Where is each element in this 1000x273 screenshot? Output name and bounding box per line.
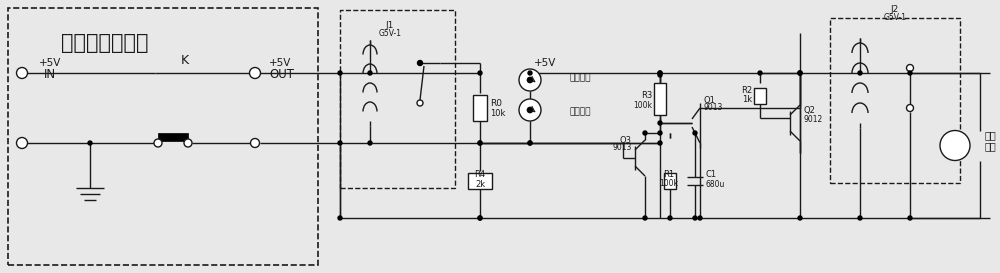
- Circle shape: [478, 141, 482, 145]
- Circle shape: [250, 138, 260, 147]
- Text: 100k: 100k: [633, 101, 652, 110]
- Text: R3: R3: [641, 91, 652, 100]
- Circle shape: [478, 71, 482, 75]
- Circle shape: [906, 105, 914, 111]
- Text: +5V: +5V: [269, 58, 291, 68]
- Circle shape: [758, 71, 762, 75]
- Circle shape: [698, 216, 702, 220]
- Circle shape: [338, 141, 342, 145]
- Bar: [664, 173, 676, 188]
- Circle shape: [658, 141, 662, 145]
- Bar: [654, 83, 666, 115]
- Circle shape: [88, 141, 92, 145]
- Circle shape: [418, 61, 422, 66]
- Text: 电容屏触摸开关: 电容屏触摸开关: [61, 33, 149, 53]
- Text: R2: R2: [741, 86, 752, 95]
- Text: +5V: +5V: [39, 58, 61, 68]
- Circle shape: [528, 141, 532, 145]
- Text: 10k: 10k: [490, 108, 505, 117]
- Text: 校正
铜箔: 校正 铜箔: [985, 130, 997, 151]
- Circle shape: [519, 69, 541, 91]
- Bar: [830, 18, 960, 183]
- Text: G5V-1: G5V-1: [378, 28, 402, 37]
- Text: K: K: [181, 55, 189, 67]
- Circle shape: [693, 131, 697, 135]
- Text: Q2: Q2: [803, 106, 815, 115]
- Circle shape: [184, 139, 192, 147]
- Circle shape: [658, 71, 662, 75]
- Bar: [8, 8, 318, 265]
- Text: R4: R4: [474, 170, 486, 179]
- Circle shape: [668, 216, 672, 220]
- Text: C1: C1: [705, 170, 716, 179]
- Text: OUT: OUT: [270, 69, 294, 82]
- Text: J1: J1: [386, 20, 394, 29]
- Circle shape: [643, 216, 647, 220]
- Circle shape: [16, 138, 28, 149]
- Circle shape: [527, 77, 533, 83]
- Circle shape: [798, 216, 802, 220]
- Circle shape: [16, 67, 28, 79]
- Circle shape: [154, 139, 162, 147]
- Text: R1: R1: [663, 170, 675, 179]
- Bar: [340, 10, 455, 188]
- Text: +5V: +5V: [534, 58, 556, 68]
- Circle shape: [643, 131, 647, 135]
- Bar: [473, 95, 487, 121]
- Circle shape: [338, 216, 342, 220]
- Text: 9012: 9012: [803, 114, 822, 123]
- Circle shape: [528, 71, 532, 75]
- Text: 背光控制: 背光控制: [570, 73, 592, 82]
- Circle shape: [908, 216, 912, 220]
- Bar: [754, 88, 766, 103]
- Circle shape: [527, 107, 533, 113]
- Circle shape: [658, 121, 662, 125]
- Circle shape: [417, 100, 423, 106]
- Text: J2: J2: [891, 5, 899, 14]
- Text: 延时校正: 延时校正: [570, 108, 592, 117]
- Circle shape: [858, 71, 862, 75]
- Text: Q1: Q1: [703, 96, 715, 105]
- Circle shape: [528, 141, 532, 145]
- Circle shape: [250, 67, 260, 79]
- Text: 9013: 9013: [703, 102, 722, 111]
- Circle shape: [906, 64, 914, 72]
- Circle shape: [693, 216, 697, 220]
- Circle shape: [478, 216, 482, 220]
- Circle shape: [798, 71, 802, 75]
- Circle shape: [798, 71, 802, 75]
- Circle shape: [858, 216, 862, 220]
- Circle shape: [478, 141, 482, 145]
- Circle shape: [908, 71, 912, 75]
- Text: 1k: 1k: [742, 95, 752, 104]
- Text: IN: IN: [44, 69, 56, 82]
- Text: G5V-1: G5V-1: [884, 13, 906, 22]
- Circle shape: [658, 73, 662, 77]
- Bar: [158, 133, 188, 141]
- Circle shape: [940, 130, 970, 161]
- Text: 2k: 2k: [475, 180, 485, 189]
- Circle shape: [338, 71, 342, 75]
- Circle shape: [478, 216, 482, 220]
- Text: R0: R0: [490, 99, 502, 108]
- Bar: [468, 173, 492, 188]
- Text: 680u: 680u: [705, 180, 724, 189]
- Circle shape: [519, 99, 541, 121]
- Circle shape: [658, 71, 662, 75]
- Text: Q3: Q3: [620, 135, 632, 144]
- Text: 100k: 100k: [660, 179, 678, 188]
- Circle shape: [368, 141, 372, 145]
- Circle shape: [368, 71, 372, 75]
- Circle shape: [798, 71, 802, 75]
- Circle shape: [658, 131, 662, 135]
- Text: 9013: 9013: [613, 144, 632, 153]
